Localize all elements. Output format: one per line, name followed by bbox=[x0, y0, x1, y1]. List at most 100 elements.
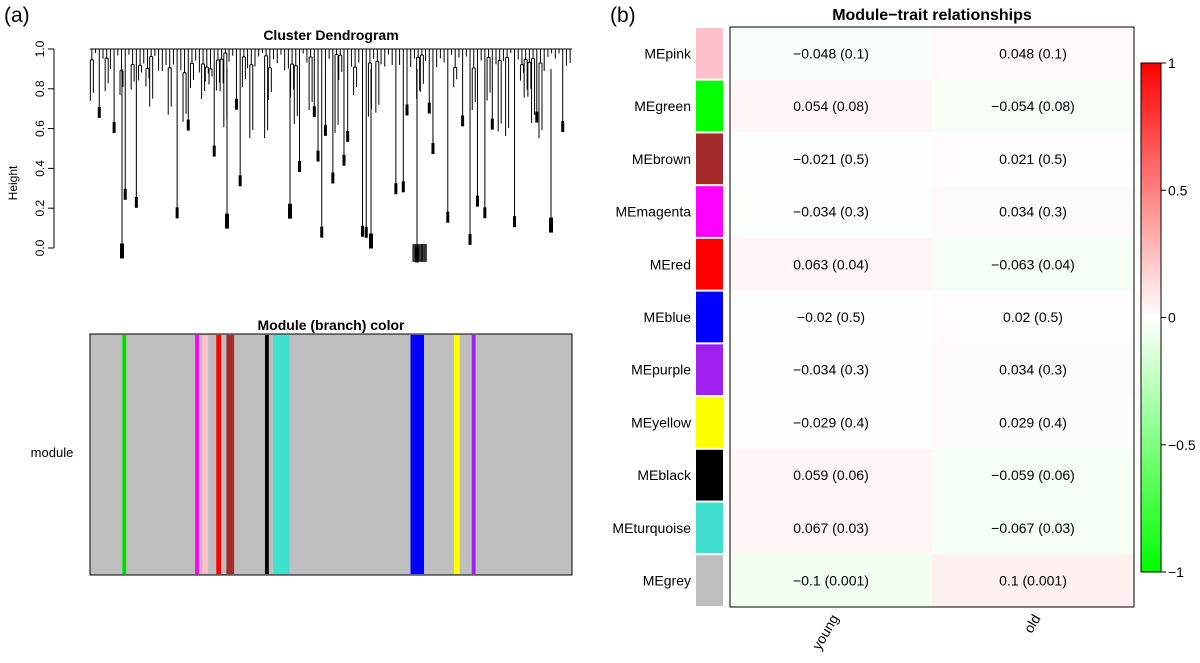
dendrogram-leaf-tip bbox=[394, 183, 398, 195]
row-label: MEpink bbox=[644, 45, 692, 61]
panel-b-label: (b) bbox=[610, 4, 636, 27]
row-label: MEyellow bbox=[631, 414, 692, 430]
heatmap-cell bbox=[932, 185, 1134, 238]
dendrogram-leaf-tip bbox=[288, 203, 292, 219]
dendrogram-y-tick-label: 0.6 bbox=[33, 120, 47, 137]
row-color-swatch bbox=[696, 555, 723, 606]
row-label: MEpurple bbox=[631, 362, 691, 378]
dendrogram-tree bbox=[89, 48, 572, 263]
dendrogram-leaf-tip bbox=[120, 243, 124, 259]
heatmap-cell bbox=[730, 185, 932, 238]
column-label: old bbox=[1020, 612, 1043, 636]
dendrogram-leaf-tip bbox=[461, 115, 465, 127]
color-scale-tick-label: 1 bbox=[1168, 55, 1176, 71]
heatmap-cell-label: 0.054 (0.08) bbox=[793, 98, 869, 114]
dendrogram-leaf-tip bbox=[297, 161, 301, 172]
dendrogram-title: Cluster Dendrogram bbox=[263, 27, 398, 43]
color-bar-stripe bbox=[264, 335, 269, 574]
dendrogram-panel: Cluster Dendrogram Height 0.00.20.40.60.… bbox=[6, 27, 573, 576]
dendrogram-leaf-tip bbox=[490, 118, 494, 130]
heatmap-row-color-strip bbox=[696, 28, 723, 606]
color-bar-row-label: module bbox=[31, 445, 74, 460]
dendrogram-y-tick-label: 0.8 bbox=[33, 80, 47, 97]
heatmap-cell-label: 0.034 (0.3) bbox=[999, 204, 1067, 220]
heatmap-cell bbox=[730, 343, 932, 397]
dendrogram-ylabel: Height bbox=[6, 165, 20, 200]
row-color-swatch bbox=[696, 449, 723, 501]
color-bar-stripe bbox=[226, 335, 235, 574]
row-label: MEblack bbox=[637, 467, 692, 483]
heatmap-title: Module−trait relationships bbox=[832, 7, 1032, 24]
row-label: MEgrey bbox=[643, 573, 691, 589]
row-color-swatch bbox=[696, 133, 723, 185]
dendrogram-leaf-tip bbox=[427, 102, 431, 114]
heatmap-cell bbox=[730, 448, 932, 502]
color-bar-stripes bbox=[122, 335, 476, 574]
heatmap-cell bbox=[932, 290, 1134, 344]
dendrogram-y-tick-label: 1.0 bbox=[33, 40, 47, 57]
heatmap-cell-label: 0.067 (0.03) bbox=[793, 520, 869, 536]
row-color-swatch bbox=[696, 80, 723, 132]
dendrogram-leaf-tip bbox=[513, 216, 517, 228]
dendrogram-leaf-tip bbox=[175, 207, 179, 219]
heatmap-cell bbox=[730, 396, 932, 449]
heatmap-cell bbox=[730, 290, 932, 344]
heatmap-cell-label: −0.1 (0.001) bbox=[793, 573, 869, 589]
color-scale-tick-label: −0.5 bbox=[1168, 437, 1196, 453]
row-label: MEgreen bbox=[634, 98, 691, 114]
heatmap-cell bbox=[932, 501, 1134, 555]
color-bar-stripe bbox=[471, 335, 476, 574]
heatmap-cell-label: 0.059 (0.06) bbox=[793, 467, 869, 483]
color-bar-stripe bbox=[273, 335, 290, 574]
heatmap-cell-label: −0.021 (0.5) bbox=[793, 151, 869, 167]
dendrogram-leaf-tip bbox=[405, 104, 409, 116]
dendrogram-leaf-tip bbox=[475, 195, 479, 207]
dendrogram-leaf-tip bbox=[123, 188, 127, 200]
dendrogram-y-ticks: 0.0 0.2 0.4 0.6 0.8 1.0 bbox=[33, 40, 54, 256]
row-color-swatch bbox=[696, 502, 723, 554]
color-scale-ticks: 1 0.5 0 −0.5 −1 bbox=[1161, 55, 1196, 580]
heatmap-cell-label: −0.02 (0.5) bbox=[797, 309, 865, 325]
dendrogram-leaf-tip bbox=[134, 196, 138, 208]
heatmap-cell bbox=[730, 79, 932, 133]
color-bar-stripe bbox=[410, 335, 425, 574]
dendrogram-leaf-tip bbox=[186, 119, 190, 131]
heatmap-cell-label: 0.1 (0.001) bbox=[999, 573, 1067, 589]
heatmap-cell bbox=[932, 79, 1134, 133]
heatmap-cells bbox=[730, 27, 1134, 607]
dendrogram-leaf-tip bbox=[331, 172, 335, 184]
row-label: MEred bbox=[650, 256, 691, 272]
heatmap-cell-label: 0.02 (0.5) bbox=[1003, 309, 1063, 325]
heatmap-cell-label: 0.021 (0.5) bbox=[999, 151, 1067, 167]
heatmap-cell bbox=[730, 132, 932, 186]
heatmap-cell-label: 0.063 (0.04) bbox=[793, 256, 869, 272]
dendrogram-leaf-tip bbox=[234, 98, 238, 110]
row-label: MEturquoise bbox=[612, 520, 691, 536]
heatmap-cell-label: −0.063 (0.04) bbox=[991, 256, 1075, 272]
dendrogram-leaf-tip bbox=[312, 106, 316, 118]
dendrogram-leaf-tip bbox=[446, 211, 450, 223]
dendrogram-leaf-tip bbox=[561, 121, 565, 133]
dendrogram-leaf-tip bbox=[535, 111, 539, 123]
heatmap-cell bbox=[730, 237, 932, 291]
row-label: MEblue bbox=[644, 309, 692, 325]
heatmap-cell bbox=[932, 132, 1134, 186]
heatmap-cell-label: 0.034 (0.3) bbox=[999, 362, 1067, 378]
row-color-swatch bbox=[696, 28, 723, 79]
heatmap-cell-label: 0.029 (0.4) bbox=[999, 414, 1067, 430]
color-bar-background bbox=[89, 333, 573, 576]
heatmap-cell bbox=[730, 501, 932, 555]
dendrogram-leaf-tip bbox=[212, 145, 216, 157]
heatmap-cell-label: 0.048 (0.1) bbox=[999, 45, 1067, 61]
dendrogram-leaf-tip bbox=[342, 154, 346, 166]
heatmap-cell-label: −0.059 (0.06) bbox=[991, 467, 1075, 483]
dendrogram-leaf-tip bbox=[320, 226, 324, 238]
column-label: young bbox=[809, 612, 842, 653]
row-label: MEbrown bbox=[632, 151, 691, 167]
color-scale-tick-label: 0 bbox=[1168, 310, 1176, 326]
color-bar-stripe bbox=[202, 335, 209, 574]
dendrogram-leaf-tip bbox=[361, 225, 365, 237]
dendrogram-leaf-tip bbox=[549, 217, 553, 233]
color-scale-tick-label: 0.5 bbox=[1168, 182, 1188, 198]
